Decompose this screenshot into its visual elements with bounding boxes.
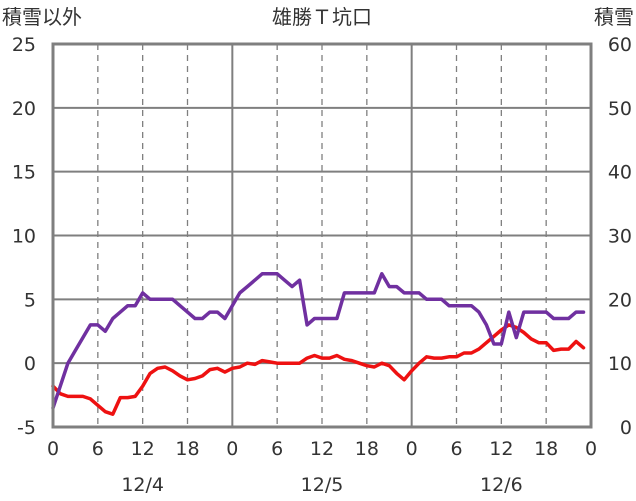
left-tick-label: -5	[17, 417, 36, 439]
grid	[53, 44, 591, 427]
left-axis-label: 積雪以外	[2, 5, 82, 29]
right-tick-label: 0	[620, 417, 632, 439]
x-tick-label: 12	[310, 438, 334, 460]
x-tick-label: 18	[355, 438, 379, 460]
x-tick-label: 6	[450, 438, 462, 460]
left-tick-label: 20	[12, 98, 36, 120]
right-tick-label: 10	[608, 353, 632, 375]
right-tick-label: 20	[608, 289, 632, 311]
x-tick-label: 18	[175, 438, 199, 460]
plot-frame	[51, 42, 593, 429]
series-line-left	[51, 323, 586, 416]
left-tick-label: 15	[12, 162, 36, 184]
left-tick-label: 0	[24, 353, 36, 375]
left-axis-ticks: 25 20 15 10 5 0 -5	[12, 34, 36, 439]
date-label: 12/6	[480, 474, 523, 496]
x-tick-label: 18	[534, 438, 558, 460]
x-tick-label: 0	[226, 438, 238, 460]
series-layer	[51, 272, 586, 416]
x-axis-ticks: 0 6 12 18 0 6 12 18 0 6 12 18 0	[47, 438, 597, 460]
x-tick-label: 6	[271, 438, 283, 460]
right-axis-ticks: 60 50 40 30 20 10 0	[608, 34, 632, 439]
x-tick-label: 12	[489, 438, 513, 460]
series-line-right	[51, 272, 586, 410]
x-tick-label: 12	[131, 438, 155, 460]
date-label: 12/5	[301, 474, 344, 496]
x-tick-label: 0	[47, 438, 59, 460]
left-tick-label: 10	[12, 226, 36, 248]
right-tick-label: 60	[608, 34, 632, 56]
left-tick-label: 25	[12, 34, 36, 56]
x-tick-label: 0	[406, 438, 418, 460]
date-labels: 12/4 12/5 12/6	[121, 474, 522, 496]
right-tick-label: 40	[608, 162, 632, 184]
x-tick-label: 6	[92, 438, 104, 460]
right-tick-label: 50	[608, 98, 632, 120]
chart-title: 雄勝Ｔ坑口	[272, 5, 372, 29]
x-tick-label: 0	[585, 438, 597, 460]
left-tick-label: 5	[24, 289, 36, 311]
date-label: 12/4	[121, 474, 164, 496]
right-axis-label: 積雪	[594, 5, 634, 29]
right-tick-label: 30	[608, 226, 632, 248]
